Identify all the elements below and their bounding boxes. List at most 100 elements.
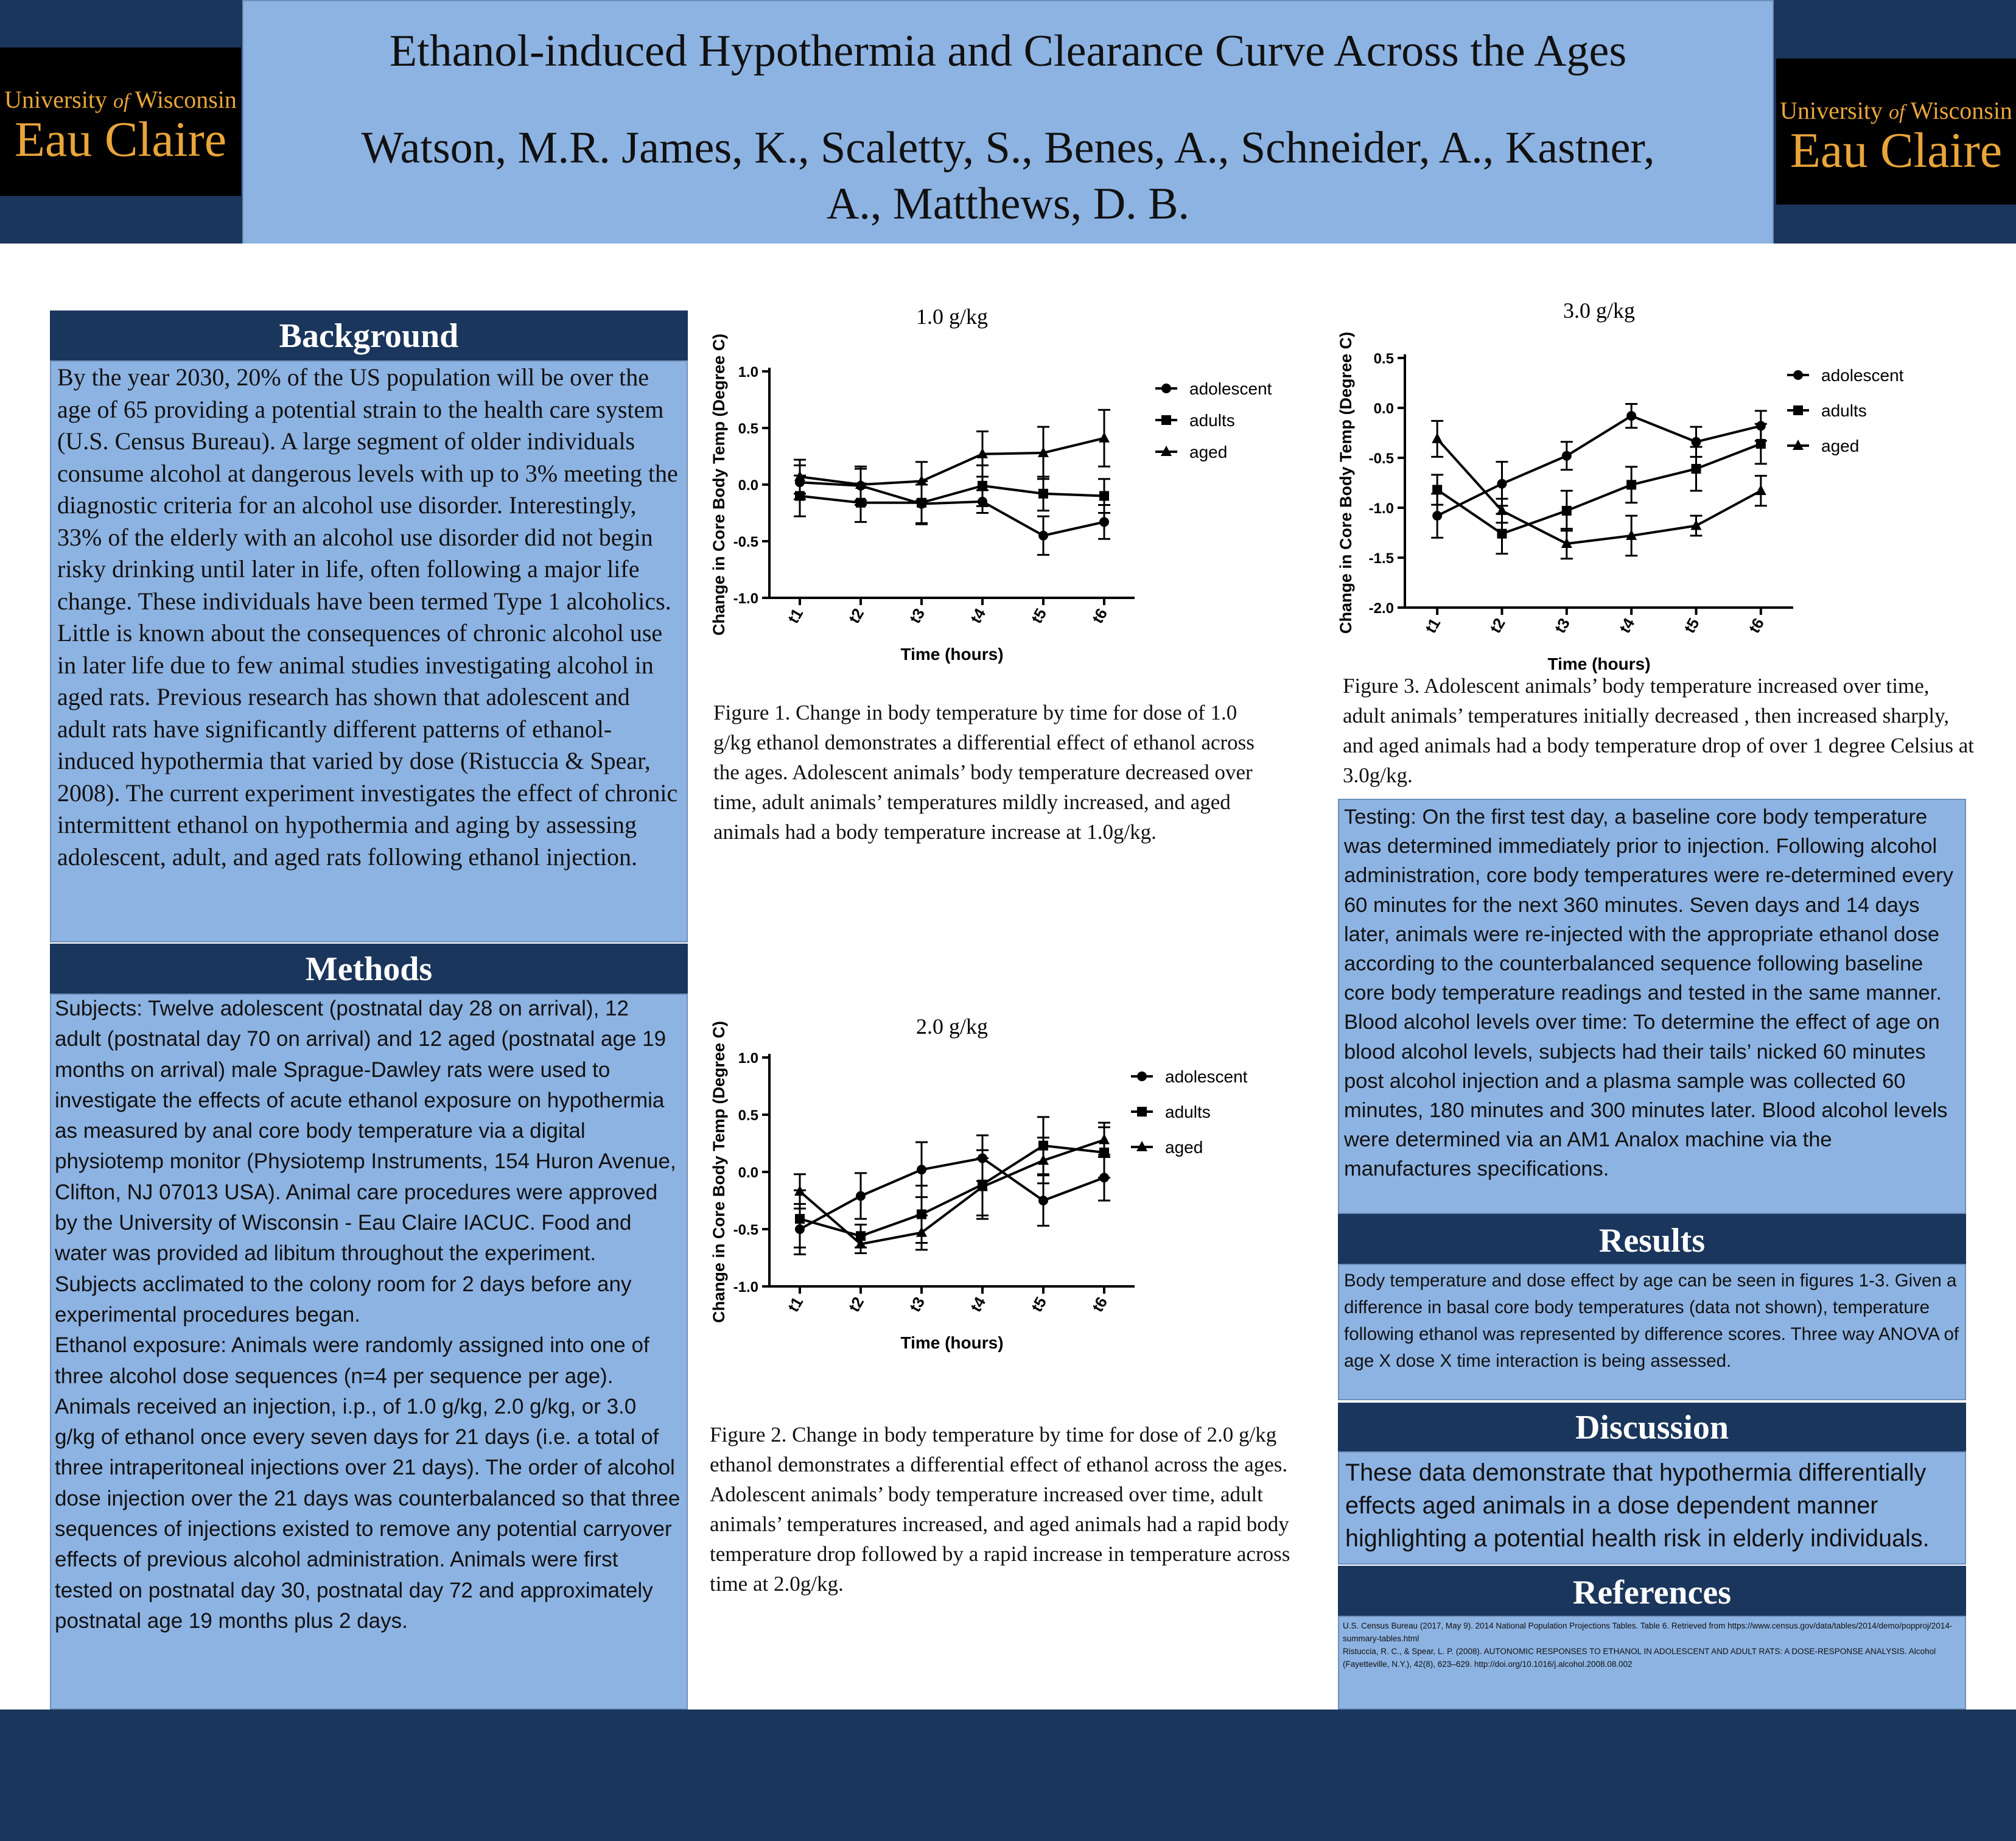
series-aged <box>794 409 1110 502</box>
series-line-adolescent <box>1437 414 1762 517</box>
figure-2-caption: Figure 2. Change in body temperature by … <box>710 1423 1290 1596</box>
y-axis-label: Change in Core Body Temp (Degree C) <box>710 334 728 636</box>
university-logo-left: University of Wisconsin Eau Claire <box>0 47 241 196</box>
series-line-aged <box>799 1138 1105 1246</box>
series-line-aged <box>799 437 1105 486</box>
legend-marker-adults <box>1793 405 1803 415</box>
x-tick-label: t6 <box>1745 615 1768 636</box>
data-point-aged <box>1038 446 1049 457</box>
figure-3-caption: Figure 3. Adolescent animals’ body tempe… <box>1343 674 1974 787</box>
data-point-adults <box>1561 505 1572 516</box>
figure-1-caption: Figure 1. Change in body temperature by … <box>713 701 1255 844</box>
legend-marker-adolescent <box>1137 1071 1147 1081</box>
results-panel: Body temperature and dose effect by age … <box>1338 1264 1966 1400</box>
y-tick-label: 0.0 <box>1374 401 1394 417</box>
discussion-heading: Discussion <box>1338 1403 1966 1451</box>
chart-title: 1.0 g/kg <box>916 304 988 329</box>
methods-heading: Methods <box>50 944 688 994</box>
chart-title: 3.0 g/kg <box>1563 298 1635 323</box>
y-tick-label: 0.0 <box>738 477 758 494</box>
legend-marker-adolescent <box>1793 370 1803 380</box>
data-point-adolescent <box>856 1191 866 1201</box>
x-axis-label: Time (hours) <box>900 645 1003 664</box>
legend-label: adolescent <box>1189 379 1272 398</box>
series-adolescent <box>1431 402 1767 539</box>
background-panel: By the year 2030, 20% of the US populati… <box>50 360 688 942</box>
y-tick-label: -1.5 <box>1369 550 1394 567</box>
data-point-aged <box>794 470 805 481</box>
x-tick-label: t5 <box>1027 605 1051 626</box>
legend-marker-aged <box>1793 440 1804 450</box>
blood-alcohol-text: Blood alcohol levels over time: To deter… <box>1344 1011 1948 1181</box>
y-tick-label: -0.5 <box>733 534 758 550</box>
data-point-adolescent <box>1561 451 1572 461</box>
y-tick-label: -0.5 <box>1369 451 1394 467</box>
series-line-adults <box>799 484 1105 504</box>
legend-label: aged <box>1189 443 1227 461</box>
x-tick-label: t3 <box>906 1294 929 1315</box>
data-point-adolescent <box>1038 1196 1048 1205</box>
legend-label: adults <box>1189 411 1235 430</box>
background-heading: Background <box>50 310 688 360</box>
y-tick-label: 0.5 <box>1374 351 1394 367</box>
methods-exposure-text: Ethanol exposure: Animals were randomly … <box>55 1333 681 1633</box>
x-tick-label: t5 <box>1680 615 1703 636</box>
data-point-adolescent <box>1691 437 1701 447</box>
x-axis-label: Time (hours) <box>900 1333 1003 1352</box>
reference-2: Ristuccia, R. C., & Spear, L. P. (2008).… <box>1343 1647 1936 1669</box>
data-point-aged <box>1755 485 1766 496</box>
y-tick-label: 0.5 <box>738 1107 758 1124</box>
y-tick-label: -0.5 <box>733 1222 758 1238</box>
data-point-adolescent <box>1038 530 1048 541</box>
data-point-aged <box>916 1226 927 1237</box>
x-tick-label: t2 <box>845 605 868 626</box>
discussion-text: These data demonstrate that hypothermia … <box>1345 1459 1930 1552</box>
poster-title: Ethanol-induced Hypothermia and Clearanc… <box>389 26 1627 76</box>
data-point-aged <box>1561 538 1572 549</box>
legend-label: aged <box>1821 437 1859 455</box>
data-point-adults <box>795 1214 805 1224</box>
x-tick-label: t4 <box>1615 615 1639 636</box>
y-tick-label: -1.0 <box>1369 500 1394 517</box>
reference-1: U.S. Census Bureau (2017, May 9). 2014 N… <box>1343 1621 1953 1643</box>
data-point-adults <box>1038 488 1048 499</box>
x-tick-label: t6 <box>1088 605 1111 626</box>
x-tick-label: t4 <box>967 1294 990 1315</box>
data-point-adolescent <box>917 1165 926 1175</box>
data-point-aged <box>855 479 866 489</box>
data-point-aged <box>1038 1154 1049 1165</box>
chart-title: 2.0 g/kg <box>916 1014 988 1039</box>
data-point-adults <box>1497 528 1507 539</box>
data-point-aged <box>977 1180 988 1191</box>
legend-label: adolescent <box>1165 1067 1248 1086</box>
series-adolescent <box>794 464 1110 556</box>
legend-marker-adults <box>1161 415 1171 425</box>
data-point-aged <box>1690 519 1702 530</box>
data-point-aged <box>977 447 988 458</box>
series-line-adults <box>1437 443 1762 535</box>
university-logo-right: University of Wisconsin Eau Claire <box>1776 58 2016 205</box>
series-aged <box>794 1121 1110 1254</box>
legend-marker-aged <box>1136 1141 1147 1151</box>
series-line-adolescent <box>799 481 1105 537</box>
series-line-adults <box>799 1144 1105 1238</box>
series-line-adolescent <box>799 1157 1105 1230</box>
data-point-adults <box>1626 480 1637 490</box>
x-tick-label: t1 <box>784 1294 807 1315</box>
series-adults <box>794 464 1110 525</box>
data-point-adolescent <box>1432 511 1443 521</box>
methods-subjects-text: Subjects: Twelve adolescent (postnatal d… <box>55 997 676 1327</box>
methods-panel: Subjects: Twelve adolescent (postnatal d… <box>50 994 688 1710</box>
x-tick-label: t2 <box>1486 615 1509 636</box>
data-point-adults <box>1691 464 1701 474</box>
data-point-adults <box>917 1209 926 1219</box>
y-tick-label: 1.0 <box>738 1050 758 1067</box>
background-text: By the year 2030, 20% of the US populati… <box>57 363 678 871</box>
figure-2-chart: 2.0 g/kg 1.0 0.5 0.0 -0.5 -1.0 t1 t2 t3 t4 t5 t6 Tim… <box>710 1014 1248 1352</box>
title-box: Ethanol-induced Hypothermia and Clearanc… <box>242 0 1774 251</box>
data-point-aged <box>1099 1134 1110 1145</box>
x-tick-label: t1 <box>784 605 807 626</box>
testing-panel: Testing: On the first test day, a baseli… <box>1338 799 1966 1214</box>
discussion-panel: These data demonstrate that hypothermia … <box>1338 1451 1966 1565</box>
bottom-banner <box>0 1710 2016 1841</box>
